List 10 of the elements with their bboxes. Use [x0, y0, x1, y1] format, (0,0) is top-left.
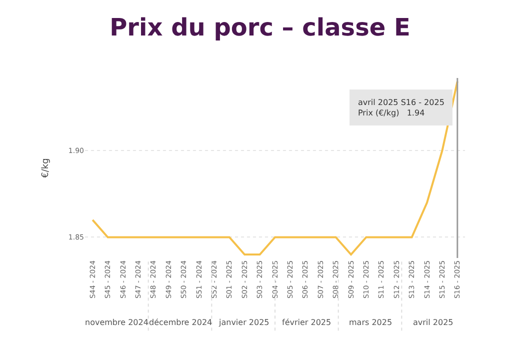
text: janvier 2025: [218, 318, 270, 327]
text: avril 2025: [413, 318, 454, 327]
chart-title: Prix du porc – classe E: [110, 14, 410, 42]
annotation: avril 2025 S16 - 2025 Prix (€/kg) 1.94: [358, 98, 444, 118]
line-series: [92, 80, 458, 256]
text: décembre 2024: [149, 318, 212, 327]
text: novembre 2024: [85, 318, 148, 327]
y-axis-title: €/kg: [40, 158, 51, 178]
text: mars 2025: [349, 318, 392, 327]
text: février 2025: [282, 318, 332, 327]
